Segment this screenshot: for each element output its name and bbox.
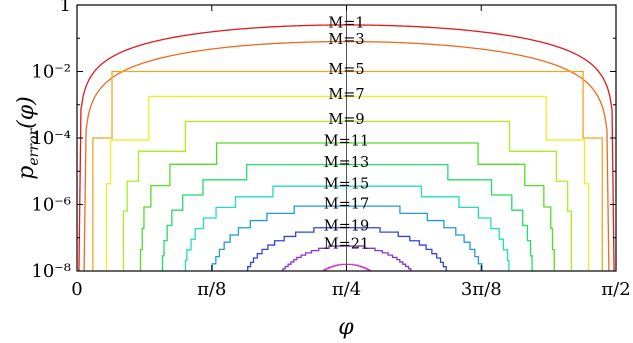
y-tick-label: 10⁻⁴ [31,128,71,149]
series-label: M=21 [324,237,369,253]
x-axis-label: φ [338,315,354,340]
series-label: M=5 [328,62,364,78]
x-axis: 0 π/8 π/4 3π/8 π/2 [71,5,631,300]
series-label: M=9 [328,112,364,128]
series-label: M=11 [324,133,369,149]
x-tick-label: 0 [71,279,82,300]
x-tick-label: π/2 [601,279,630,300]
y-tick-label: 1 [60,0,71,16]
y-tick-label: 10⁻² [31,62,71,83]
x-tick-label: π/8 [197,279,226,300]
svg-text:perror(φ): perror(φ) [14,96,42,179]
series-labels: M=1M=3 M=5 M=7 M=9 M=11 M=13 M=15 M=17 M=19 M=21 [324,15,369,252]
y-tick-label: 10⁻⁶ [31,195,71,216]
series-label: M=7 [328,87,364,103]
y-axis-label-sub: error [26,128,42,166]
series-label: M=19 [324,218,369,234]
series-label: M=15 [324,177,369,193]
y-axis: 1 10⁻² 10⁻⁴ 10⁻⁶ 10⁻⁸ [31,0,616,282]
y-axis-label: perror(φ) [14,96,42,179]
y-axis-label-arg: (φ) [14,96,39,129]
series-label: M=13 [324,155,369,171]
y-axis-label-main: p [14,166,39,180]
y-tick-label: 10⁻⁸ [31,261,71,282]
series-label: M=1 [328,15,364,31]
x-tick-label: 3π/8 [461,279,502,300]
series-label: M=3 [328,32,364,48]
series-label: M=17 [324,197,369,213]
x-tick-label: π/4 [332,279,361,300]
